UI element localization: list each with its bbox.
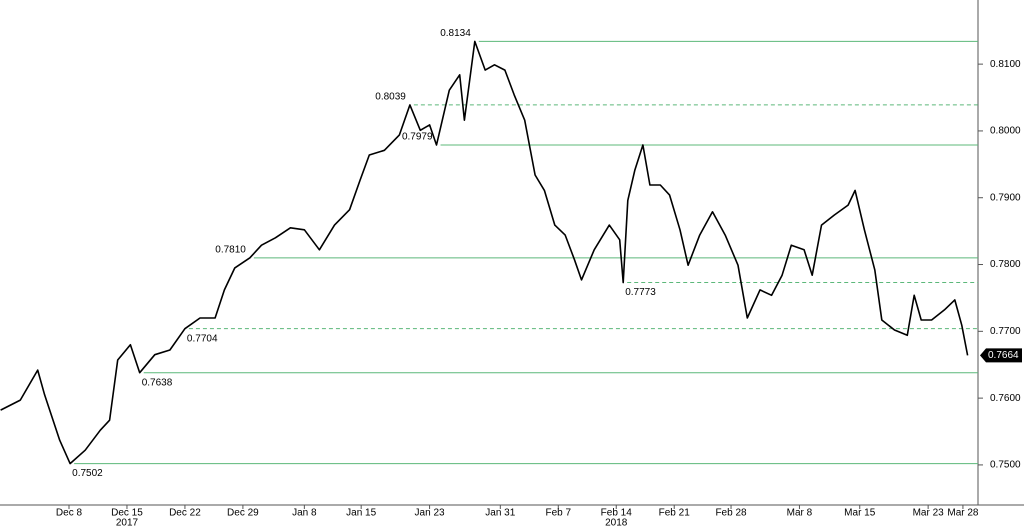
level-label: 0.7810	[215, 244, 246, 255]
y-tick-label: 0.7500	[990, 460, 1021, 471]
x-tick-label: Mar 23	[913, 508, 945, 519]
level-label: 0.7704	[187, 333, 218, 344]
x-tick-label: Feb 7	[545, 508, 571, 519]
price-line	[0, 40, 969, 465]
year-label: 2017	[116, 518, 139, 528]
x-tick-label: Mar 28	[947, 508, 979, 519]
y-tick-label: 0.7600	[990, 393, 1021, 404]
x-tick-label: Mar 15	[844, 508, 876, 519]
x-tick-label: Feb 14	[601, 508, 633, 519]
x-tick-label: Dec 29	[227, 508, 259, 519]
x-tick-label: Dec 8	[56, 508, 83, 519]
last-value-tag	[980, 348, 1022, 363]
x-tick-label: Feb 28	[715, 508, 747, 519]
level-label: 0.7979	[402, 132, 433, 143]
y-tick-label: 0.7700	[990, 326, 1021, 337]
x-tick-label: Feb 21	[659, 508, 691, 519]
y-tick-label: 0.8000	[990, 126, 1021, 137]
year-label: 2018	[605, 518, 628, 528]
level-label: 0.7638	[142, 377, 173, 388]
level-label: 0.8039	[375, 92, 406, 103]
level-label: 0.8134	[440, 28, 471, 39]
x-tick-label: Jan 31	[485, 508, 515, 519]
x-tick-label: Dec 22	[169, 508, 201, 519]
x-tick-label: Mar 8	[787, 508, 813, 519]
level-label: 0.7502	[72, 468, 103, 479]
y-tick-label: 0.7900	[990, 192, 1021, 203]
last-value-label: 0.7664	[988, 350, 1019, 361]
level-label: 0.7773	[625, 287, 656, 298]
x-tick-label: Jan 8	[292, 508, 317, 519]
x-tick-label: Jan 23	[415, 508, 445, 519]
y-tick-label: 0.7800	[990, 259, 1021, 270]
x-tick-label: Jan 15	[346, 508, 376, 519]
y-tick-label: 0.8100	[990, 59, 1021, 70]
x-tick-label: Dec 15	[111, 508, 143, 519]
